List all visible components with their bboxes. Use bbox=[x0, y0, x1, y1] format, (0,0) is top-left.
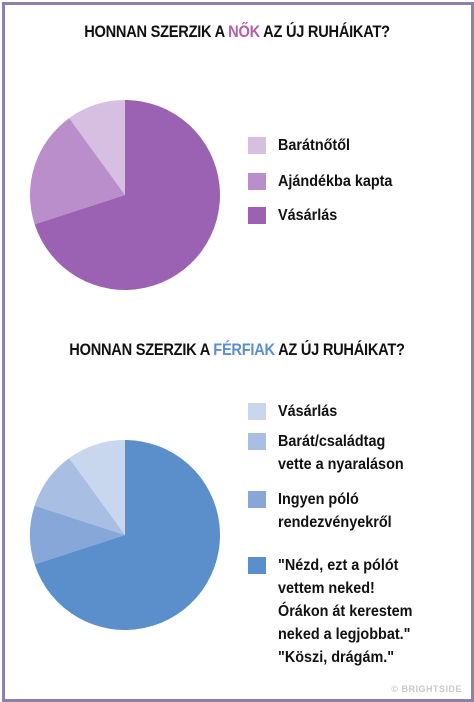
women-title-part-1: HONNAN SZERZIK A bbox=[84, 22, 229, 41]
legend-label: Ajándékba kapta bbox=[278, 173, 393, 190]
men-title-part-1: HONNAN SZERZIK A bbox=[69, 340, 214, 359]
legend-label: Vásárlás bbox=[278, 403, 338, 420]
women-title-highlight: NŐK bbox=[228, 22, 260, 41]
legend-swatch bbox=[248, 433, 266, 450]
legend-label: Ingyen póló rendezvényekről bbox=[278, 491, 392, 531]
women-pie-chart bbox=[30, 100, 220, 290]
pie-slice-1-3 bbox=[34, 440, 220, 630]
brightside-credit: © BRIGHTSIDE bbox=[391, 684, 462, 694]
men-chart-title: HONNAN SZERZIK A FÉRFIAK AZ ÚJ RUHÁIKAT? bbox=[33, 338, 441, 362]
legend-label: "Nézd, ezt a pólót vettem neked! Órákon … bbox=[278, 557, 413, 666]
legend-swatch bbox=[248, 137, 266, 154]
legend-label: Barátnőtől bbox=[278, 137, 350, 154]
legend-swatch bbox=[248, 207, 266, 224]
pie-slice-1-0 bbox=[69, 440, 125, 535]
pie-slice-0-0 bbox=[69, 100, 125, 195]
legend-swatch bbox=[248, 491, 266, 508]
legend-label: Barát/családtag vette a nyaraláson bbox=[278, 433, 404, 473]
legend-swatch bbox=[248, 173, 266, 190]
legend-swatch bbox=[248, 403, 266, 420]
men-title-part-2: AZ ÚJ RUHÁIKAT? bbox=[274, 340, 405, 359]
women-title-part-2: AZ ÚJ RUHÁIKAT? bbox=[259, 22, 390, 41]
men-title-highlight: FÉRFIAK bbox=[213, 340, 275, 359]
pie-slice-0-1 bbox=[30, 118, 125, 225]
pie-slice-0-2 bbox=[34, 100, 220, 290]
pie-slice-1-1 bbox=[34, 458, 126, 535]
pie-slice-1-2 bbox=[29, 505, 125, 565]
legend-swatch bbox=[248, 557, 266, 574]
women-chart-title: HONNAN SZERZIK A NŐK AZ ÚJ RUHÁIKAT? bbox=[33, 20, 441, 44]
legend-label: Vásárlás bbox=[278, 207, 338, 224]
men-pie-chart bbox=[29, 440, 220, 630]
